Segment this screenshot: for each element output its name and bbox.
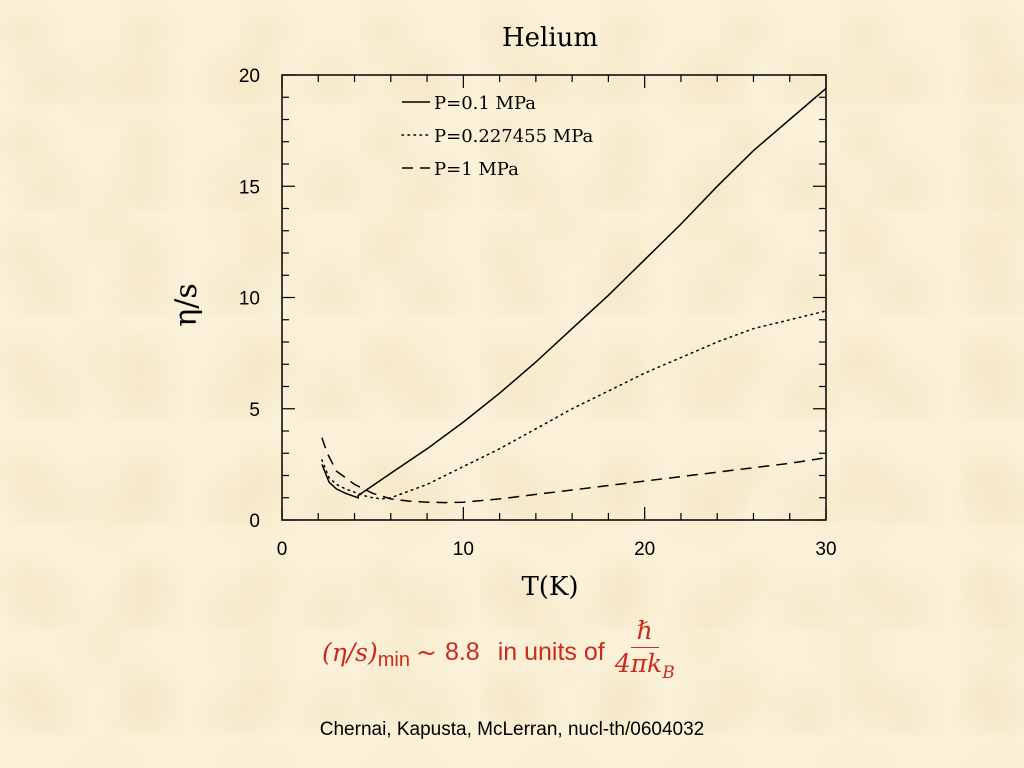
citation: Chernai, Kapusta, McLerran, nucl-th/0604… <box>319 719 705 740</box>
y-tick-label: 0 <box>249 511 260 532</box>
series-line-dotted <box>321 310 827 500</box>
series-lines <box>321 87 827 504</box>
formula-subscript: min <box>377 648 410 671</box>
formula-fraction: ℏ 4πkB <box>615 618 675 686</box>
series-line-dashed <box>321 437 827 504</box>
chart-title: Helium <box>502 23 598 53</box>
formula-denominator: 4πkB <box>614 649 675 684</box>
legend-label: P=0.1 MPa <box>434 93 536 114</box>
formula-approx: ~ <box>415 637 437 667</box>
y-tick-label: 15 <box>239 177 260 198</box>
formula-units-text: in units of <box>497 637 605 666</box>
axis-ticks <box>281 74 827 521</box>
formula-numerator: ℏ <box>630 618 659 648</box>
formula-denominator-sub: B <box>662 663 675 683</box>
x-tick-label: 0 <box>277 539 288 560</box>
legend-label: P=0.227455 MPa <box>434 126 594 147</box>
formula-value: 8.8 <box>444 637 480 666</box>
axis-tick-labels: 0 10 20 30 0 5 10 15 20 <box>239 66 837 560</box>
x-tick-label: 30 <box>815 539 836 560</box>
y-tick-label: 5 <box>249 400 260 421</box>
y-tick-label: 10 <box>239 289 260 310</box>
legend: P=0.1 MPa P=0.227455 MPa P=1 MPa <box>401 93 594 180</box>
formula-lhs: (η/s) <box>322 637 378 667</box>
x-axis-label: T(K) <box>521 572 578 602</box>
eta-over-s-min-formula: (η/s) min ~ 8.8 in units of ℏ 4πkB <box>322 618 675 686</box>
series-line-solid <box>321 87 827 499</box>
helium-viscosity-chart: Helium 0 10 20 30 0 5 10 15 20 P=0.1 MPa P=0.2274… <box>169 23 837 602</box>
x-tick-label: 10 <box>453 539 474 560</box>
x-tick-label: 20 <box>634 539 655 560</box>
y-axis-label: η/s <box>169 283 204 326</box>
legend-label: P=1 MPa <box>434 159 519 180</box>
y-tick-label: 20 <box>239 66 260 87</box>
